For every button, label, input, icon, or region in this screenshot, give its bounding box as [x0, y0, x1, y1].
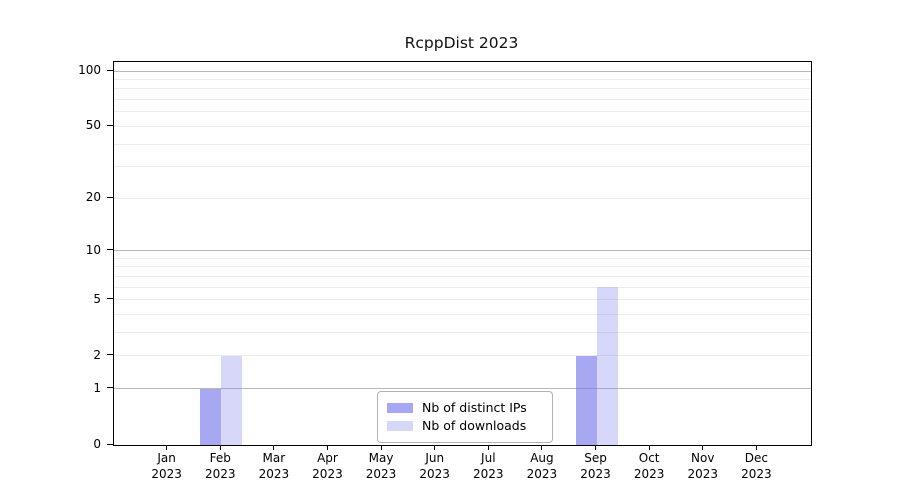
minor-gridline-4	[114, 314, 811, 316]
x-label-month: Jul	[481, 451, 496, 465]
x-label-month: Apr	[317, 451, 338, 465]
x-tick-mar	[273, 445, 275, 450]
x-tick-label-oct: Oct 2023	[621, 450, 677, 482]
chart-title: RcppDist 2023	[404, 34, 519, 52]
x-tick-label-jul: Jul 2023	[460, 450, 516, 482]
x-tick-label-jan: Jan 2023	[139, 450, 195, 482]
x-label-month: Dec	[744, 451, 768, 465]
x-label-month: Jan	[157, 451, 176, 465]
minor-gridline-90	[114, 78, 811, 80]
y-tick-label-100: 100	[78, 63, 101, 77]
x-tick-may	[380, 445, 382, 450]
x-label-month: May	[368, 451, 394, 465]
x-label-month: Mar	[262, 451, 286, 465]
x-label-year: 2023	[365, 467, 397, 481]
major-gridline-1	[114, 388, 811, 390]
x-tick-feb	[219, 445, 221, 450]
y-tick-10	[107, 249, 113, 251]
legend-swatch-distinct-ips	[387, 403, 413, 413]
bar-downloads-feb	[221, 355, 243, 445]
minor-gridline-3	[114, 332, 811, 334]
x-label-year: 2023	[526, 467, 558, 481]
y-tick-50	[107, 124, 113, 126]
x-label-month: Sep	[584, 451, 607, 465]
x-tick-nov	[702, 445, 704, 450]
x-tick-aug	[541, 445, 543, 450]
x-label-year: 2023	[633, 467, 665, 481]
y-tick-label-0: 0	[93, 437, 101, 451]
minor-gridline-60	[114, 111, 811, 113]
minor-gridline-8	[114, 266, 811, 268]
x-label-month: Nov	[691, 451, 715, 465]
x-tick-label-mar: Mar 2023	[246, 450, 302, 482]
legend-label-downloads: Nb of downloads	[422, 418, 527, 433]
x-label-month: Feb	[209, 451, 231, 465]
legend-item-distinct-ips: Nb of distinct IPs	[387, 400, 543, 416]
bar-distinct-ips-sep	[575, 355, 597, 445]
minor-gridline-40	[114, 143, 811, 145]
bar-downloads-sep	[596, 287, 618, 445]
major-gridline-100	[114, 70, 811, 72]
x-tick-label-apr: Apr 2023	[299, 450, 355, 482]
x-label-month: Oct	[638, 451, 660, 465]
minor-gridline-6	[114, 286, 811, 288]
x-label-year: 2023	[258, 467, 290, 481]
x-tick-jan	[166, 445, 168, 450]
minor-gridline-9	[114, 257, 811, 259]
y-tick-100	[107, 69, 113, 71]
x-tick-label-may: May 2023	[353, 450, 409, 482]
x-label-month: Aug	[530, 451, 554, 465]
x-tick-jun	[434, 445, 436, 450]
x-label-year: 2023	[312, 467, 343, 481]
x-label-year: 2023	[687, 467, 719, 481]
legend-item-downloads: Nb of downloads	[387, 418, 543, 434]
legend: Nb of distinct IPs Nb of downloads	[377, 391, 553, 443]
x-label-year: 2023	[419, 467, 450, 481]
y-tick-label-20: 20	[85, 190, 101, 205]
x-label-year: 2023	[580, 467, 611, 481]
minor-gridline-50	[114, 125, 811, 127]
y-tick-label-1: 1	[93, 380, 101, 395]
legend-label-distinct-ips: Nb of distinct IPs	[422, 400, 527, 415]
bar-distinct-ips-feb	[200, 388, 222, 445]
bars-layer	[114, 62, 811, 445]
grid-layer	[114, 62, 811, 445]
minor-gridline-5	[114, 299, 811, 301]
x-label-year: 2023	[741, 467, 772, 481]
plot-area	[113, 61, 812, 446]
x-tick-jul	[487, 445, 489, 450]
minor-gridline-70	[114, 99, 811, 101]
y-tick-5	[107, 298, 113, 300]
x-tick-label-dec: Dec 2023	[728, 450, 784, 482]
minor-gridline-2	[114, 355, 811, 357]
x-tick-label-feb: Feb 2023	[192, 450, 248, 482]
x-label-year: 2023	[473, 467, 504, 481]
y-tick-2	[107, 354, 113, 356]
x-tick-label-aug: Aug 2023	[514, 450, 570, 482]
minor-gridline-7	[114, 275, 811, 277]
x-tick-apr	[326, 445, 328, 450]
x-tick-dec	[755, 445, 757, 450]
legend-swatch-downloads	[387, 421, 413, 431]
x-label-year: 2023	[151, 467, 182, 481]
x-tick-oct	[648, 445, 650, 450]
major-gridline-10	[114, 250, 811, 252]
y-tick-label-5: 5	[93, 291, 101, 306]
x-label-month: Jun	[425, 451, 445, 465]
y-tick-label-50: 50	[85, 118, 101, 133]
minor-gridline-20	[114, 197, 811, 199]
x-tick-label-nov: Nov 2023	[675, 450, 731, 482]
x-tick-label-sep: Sep 2023	[568, 450, 624, 482]
y-tick-label-2: 2	[93, 347, 101, 362]
minor-gridline-30	[114, 166, 811, 168]
x-tick-sep	[595, 445, 597, 450]
minor-gridline-80	[114, 88, 811, 90]
y-tick-20	[107, 196, 113, 198]
y-tick-0	[107, 443, 113, 445]
y-tick-label-10: 10	[85, 242, 101, 257]
y-tick-1	[107, 387, 113, 389]
x-label-year: 2023	[204, 467, 236, 481]
x-tick-label-jun: Jun 2023	[407, 450, 463, 482]
